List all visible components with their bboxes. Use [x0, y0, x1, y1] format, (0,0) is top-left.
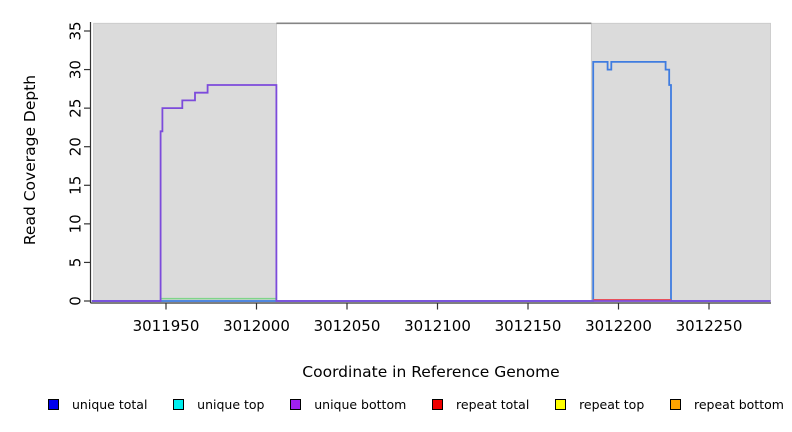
legend-item-unique-top: unique top [173, 397, 264, 412]
legend-swatch-repeat-top [555, 399, 567, 410]
y-tick-label: 30 [67, 60, 85, 79]
x-tick-label: 3012000 [223, 317, 290, 335]
plot-area: 3011950 3012000 3012050 3012100 3012150 30122… [67, 21, 771, 335]
legend-item-unique-total: unique total [48, 397, 147, 412]
x-tick-label: 3012200 [585, 317, 652, 335]
legend-label-repeat-top: repeat top [579, 397, 645, 412]
legend-swatch-unique-top [173, 399, 185, 410]
right-gray-region [590, 22, 771, 302]
y-tick-label: 20 [67, 137, 85, 156]
x-tick-label: 3011950 [133, 317, 200, 335]
y-axis-title: Read Coverage Depth [21, 74, 39, 246]
left-gray-region [93, 22, 277, 302]
legend-item-repeat-bottom: repeat bottom [670, 397, 784, 412]
legend-label-unique-top: unique top [197, 397, 265, 412]
x-tick-label: 3012100 [404, 317, 471, 335]
x-tick-label: 3012150 [495, 317, 562, 335]
legend-swatch-repeat-bottom [670, 399, 681, 410]
legend-label-repeat-total: repeat total [456, 397, 530, 412]
y-tick-label: 5 [67, 258, 85, 268]
legend-swatch-repeat-total [432, 399, 444, 410]
legend-swatch-unique-bottom [290, 399, 302, 410]
x-tick-label: 3012050 [314, 317, 381, 335]
legend-label-unique-total: unique total [72, 397, 148, 412]
series-unique-bottom-left-hump [91, 84, 771, 302]
series-unique-total-right-hump [91, 61, 771, 302]
legend-item-unique-bottom: unique bottom [290, 397, 406, 412]
y-tick-label: 25 [67, 99, 85, 118]
x-tick-label: 3012250 [676, 317, 743, 335]
x-axis-title: Coordinate in Reference Genome [302, 363, 560, 381]
legend-swatch-unique-total [48, 399, 59, 410]
legend-item-repeat-total: repeat total [432, 397, 529, 412]
y-tick-label: 0 [67, 296, 85, 306]
y-tick-label: 15 [67, 176, 85, 195]
y-tick-label: 10 [67, 214, 85, 233]
legend-label-repeat-bottom: repeat bottom [694, 397, 784, 412]
y-tick-label: 35 [67, 21, 85, 40]
legend: unique total unique top unique bottom repea… [48, 397, 784, 412]
legend-item-repeat-top: repeat top [555, 397, 644, 412]
legend-label-unique-bottom: unique bottom [314, 397, 407, 412]
